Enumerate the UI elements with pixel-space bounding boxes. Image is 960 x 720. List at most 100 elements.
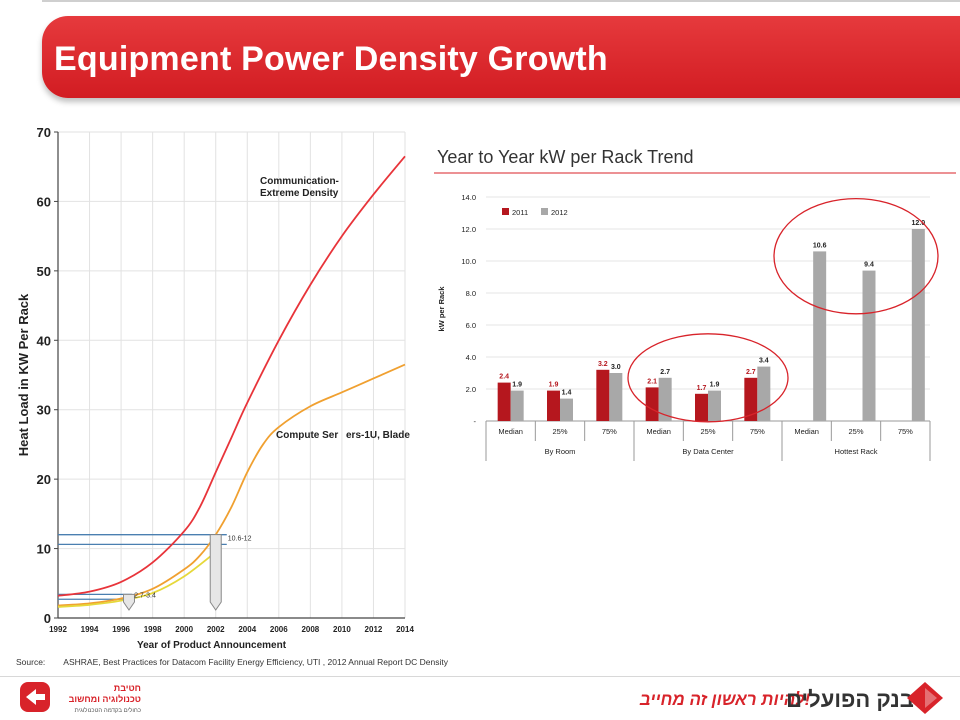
comm-extreme-density-line — [57, 155, 406, 597]
data-label: 3.4 — [759, 358, 769, 365]
data-label: 3.2 — [598, 361, 608, 368]
bar-2011 — [596, 369, 610, 421]
annotation-label: 2.7-3.4 — [134, 592, 156, 599]
annotation-label: 10.6-12 — [228, 536, 252, 543]
legend-swatch-2011 — [502, 208, 509, 215]
y-tick-label: 8.0 — [466, 289, 476, 298]
data-label: 9.4 — [864, 262, 874, 269]
x-tick-label: 2012 — [365, 625, 383, 634]
y-axis-label: Heat Load in KW Per Rack — [16, 293, 31, 456]
series-label: Extreme Density — [260, 188, 339, 199]
range-marker-1996 — [122, 593, 135, 611]
group-label: Hottest Rack — [835, 447, 878, 456]
category-label: 25% — [848, 427, 863, 436]
x-tick-label: 2006 — [270, 625, 288, 634]
top-rule — [42, 0, 960, 2]
data-label: 10.6 — [813, 242, 827, 249]
x-tick-label: 2014 — [396, 625, 414, 634]
category-label: 75% — [602, 427, 617, 436]
category-label: Median — [794, 427, 819, 436]
footer-rule — [0, 676, 960, 677]
data-label: 2.7 — [746, 369, 756, 376]
category-label: 25% — [552, 427, 567, 436]
tech-logo-line1: חטיבת — [114, 683, 141, 693]
y-tick-label: 0 — [44, 611, 51, 626]
bank-slogan: להיות ראשון זה מחייב! — [639, 690, 811, 709]
category-label: 75% — [898, 427, 913, 436]
bar-2011 — [645, 387, 659, 421]
data-label: 1.4 — [562, 390, 572, 397]
x-tick-label: 1992 — [49, 625, 67, 634]
bar-2012 — [510, 390, 524, 421]
bar-2012 — [560, 398, 573, 421]
bar-2012 — [813, 251, 827, 421]
source-label: Source: — [16, 657, 46, 667]
bar-2011 — [695, 393, 708, 421]
slide-title: Equipment Power Density Growth — [54, 40, 608, 78]
data-label: 2.4 — [499, 374, 509, 381]
x-tick-label: 2002 — [207, 625, 225, 634]
bar-2011 — [547, 390, 560, 421]
y-tick-label: 10.0 — [461, 257, 476, 266]
series-label: ers-1U, Blade — [346, 430, 410, 441]
y-axis-label: kW per Rack — [437, 286, 446, 332]
y-tick-label: 30 — [37, 403, 51, 418]
data-label: 2.7 — [660, 369, 670, 376]
x-tick-label: 1996 — [112, 625, 130, 634]
data-label: 12.0 — [912, 220, 926, 227]
y-tick-label: 6.0 — [466, 321, 476, 330]
source-note: Source: ASHRAE, Best Practices for Dataco… — [16, 657, 448, 667]
bar-2012 — [862, 270, 876, 421]
legend-label-2011: 2011 — [512, 208, 528, 217]
x-tick-label: 1998 — [144, 625, 162, 634]
title-banner — [42, 16, 960, 98]
bar-2012 — [708, 390, 721, 421]
y-tick-label: 40 — [37, 333, 51, 348]
bar-2012 — [757, 366, 771, 421]
category-label: Median — [646, 427, 671, 436]
y-tick-label: 10 — [37, 542, 51, 557]
data-label: 1.7 — [697, 385, 707, 392]
bar-2012 — [609, 373, 623, 421]
y-tick-label: 2.0 — [466, 385, 476, 394]
range-marker-2002 — [209, 534, 222, 611]
bar-2012 — [658, 377, 672, 421]
compute-servers-line — [57, 363, 406, 607]
legend-swatch-2012 — [541, 208, 548, 215]
source-text: ASHRAE, Best Practices for Datacom Facil… — [63, 657, 448, 667]
y-tick-label: 12.0 — [461, 225, 476, 234]
data-label: 1.9 — [710, 382, 720, 389]
y-tick-label: 4.0 — [466, 353, 476, 362]
x-tick-label: 2008 — [301, 625, 319, 634]
bar-2011 — [497, 382, 511, 421]
category-label: Median — [498, 427, 523, 436]
bar-2011 — [744, 377, 758, 421]
group-label: By Data Center — [682, 447, 734, 456]
category-label: 25% — [700, 427, 715, 436]
y-tick-label: 20 — [37, 472, 51, 487]
power-density-line-chart: 1992 1994 1996 1998 2000 2002 2004 2006 2008 2010… — [16, 125, 414, 651]
diamond-logo-icon — [907, 682, 943, 714]
tech-logo-line2: טכנולוגיה ומחשוב — [69, 694, 141, 704]
arrow-logo-icon — [20, 682, 50, 712]
highlight-ellipse-data-center — [627, 333, 789, 423]
bank-name: בנק הפועלים — [786, 687, 914, 712]
kw-per-rack-bar-chart: Year to Year kW per Rack Trend 14.0 12.0 10… — [434, 147, 956, 461]
y-tick-label: - — [474, 417, 477, 426]
category-label: 75% — [750, 427, 765, 436]
y-tick-label: 14.0 — [461, 193, 476, 202]
group-label: By Room — [545, 447, 576, 456]
x-tick-label: 2000 — [175, 625, 193, 634]
data-label: 3.0 — [611, 364, 621, 371]
data-label: 1.9 — [512, 382, 522, 389]
series-label: Compute Ser — [276, 430, 338, 441]
y-tick-label: 60 — [37, 194, 51, 209]
x-tick-label: 1994 — [81, 625, 99, 634]
tech-division-logo: חטיבת טכנולוגיה ומחשוב כחולים בקדמה הטכנ… — [20, 682, 141, 714]
legend-label-2012: 2012 — [551, 208, 568, 217]
series-label: Communication- — [260, 176, 339, 187]
y-tick-label: 50 — [37, 264, 51, 279]
data-label: 1.9 — [549, 382, 559, 389]
y-tick-label: 70 — [37, 125, 51, 140]
bar-2012 — [911, 229, 925, 421]
